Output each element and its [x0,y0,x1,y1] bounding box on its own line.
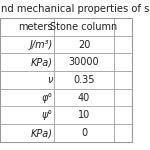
Bar [0,124,54,142]
Text: 0.35: 0.35 [73,75,95,85]
Bar [54,71,114,89]
Bar [54,53,114,71]
Text: KPa): KPa) [30,57,52,67]
Text: 30000: 30000 [69,57,99,67]
Bar [0,53,54,71]
Bar [0,106,54,124]
Bar [0,89,54,106]
Text: ψ°: ψ° [41,110,52,120]
Bar [0,18,132,142]
Text: KPa): KPa) [30,128,52,138]
Bar [0,18,54,36]
Bar [114,89,132,106]
Bar [114,71,132,89]
Text: 20: 20 [78,40,90,50]
Text: J/m³): J/m³) [29,40,52,50]
Bar [0,71,54,89]
Text: nd mechanical properties of s: nd mechanical properties of s [1,4,149,15]
Bar [54,124,114,142]
Bar [114,124,132,142]
Text: φ°: φ° [41,93,52,103]
Bar [114,18,132,36]
Text: meters: meters [18,22,52,32]
Text: 10: 10 [78,110,90,120]
Text: 0: 0 [81,128,87,138]
Bar [54,89,114,106]
Bar [114,106,132,124]
Bar [54,36,114,53]
Bar [114,53,132,71]
Text: Stone column: Stone column [50,22,118,32]
Bar [54,18,114,36]
Text: ν: ν [47,75,52,85]
Bar [0,36,54,53]
Bar [54,106,114,124]
Text: 40: 40 [78,93,90,103]
Bar [114,36,132,53]
